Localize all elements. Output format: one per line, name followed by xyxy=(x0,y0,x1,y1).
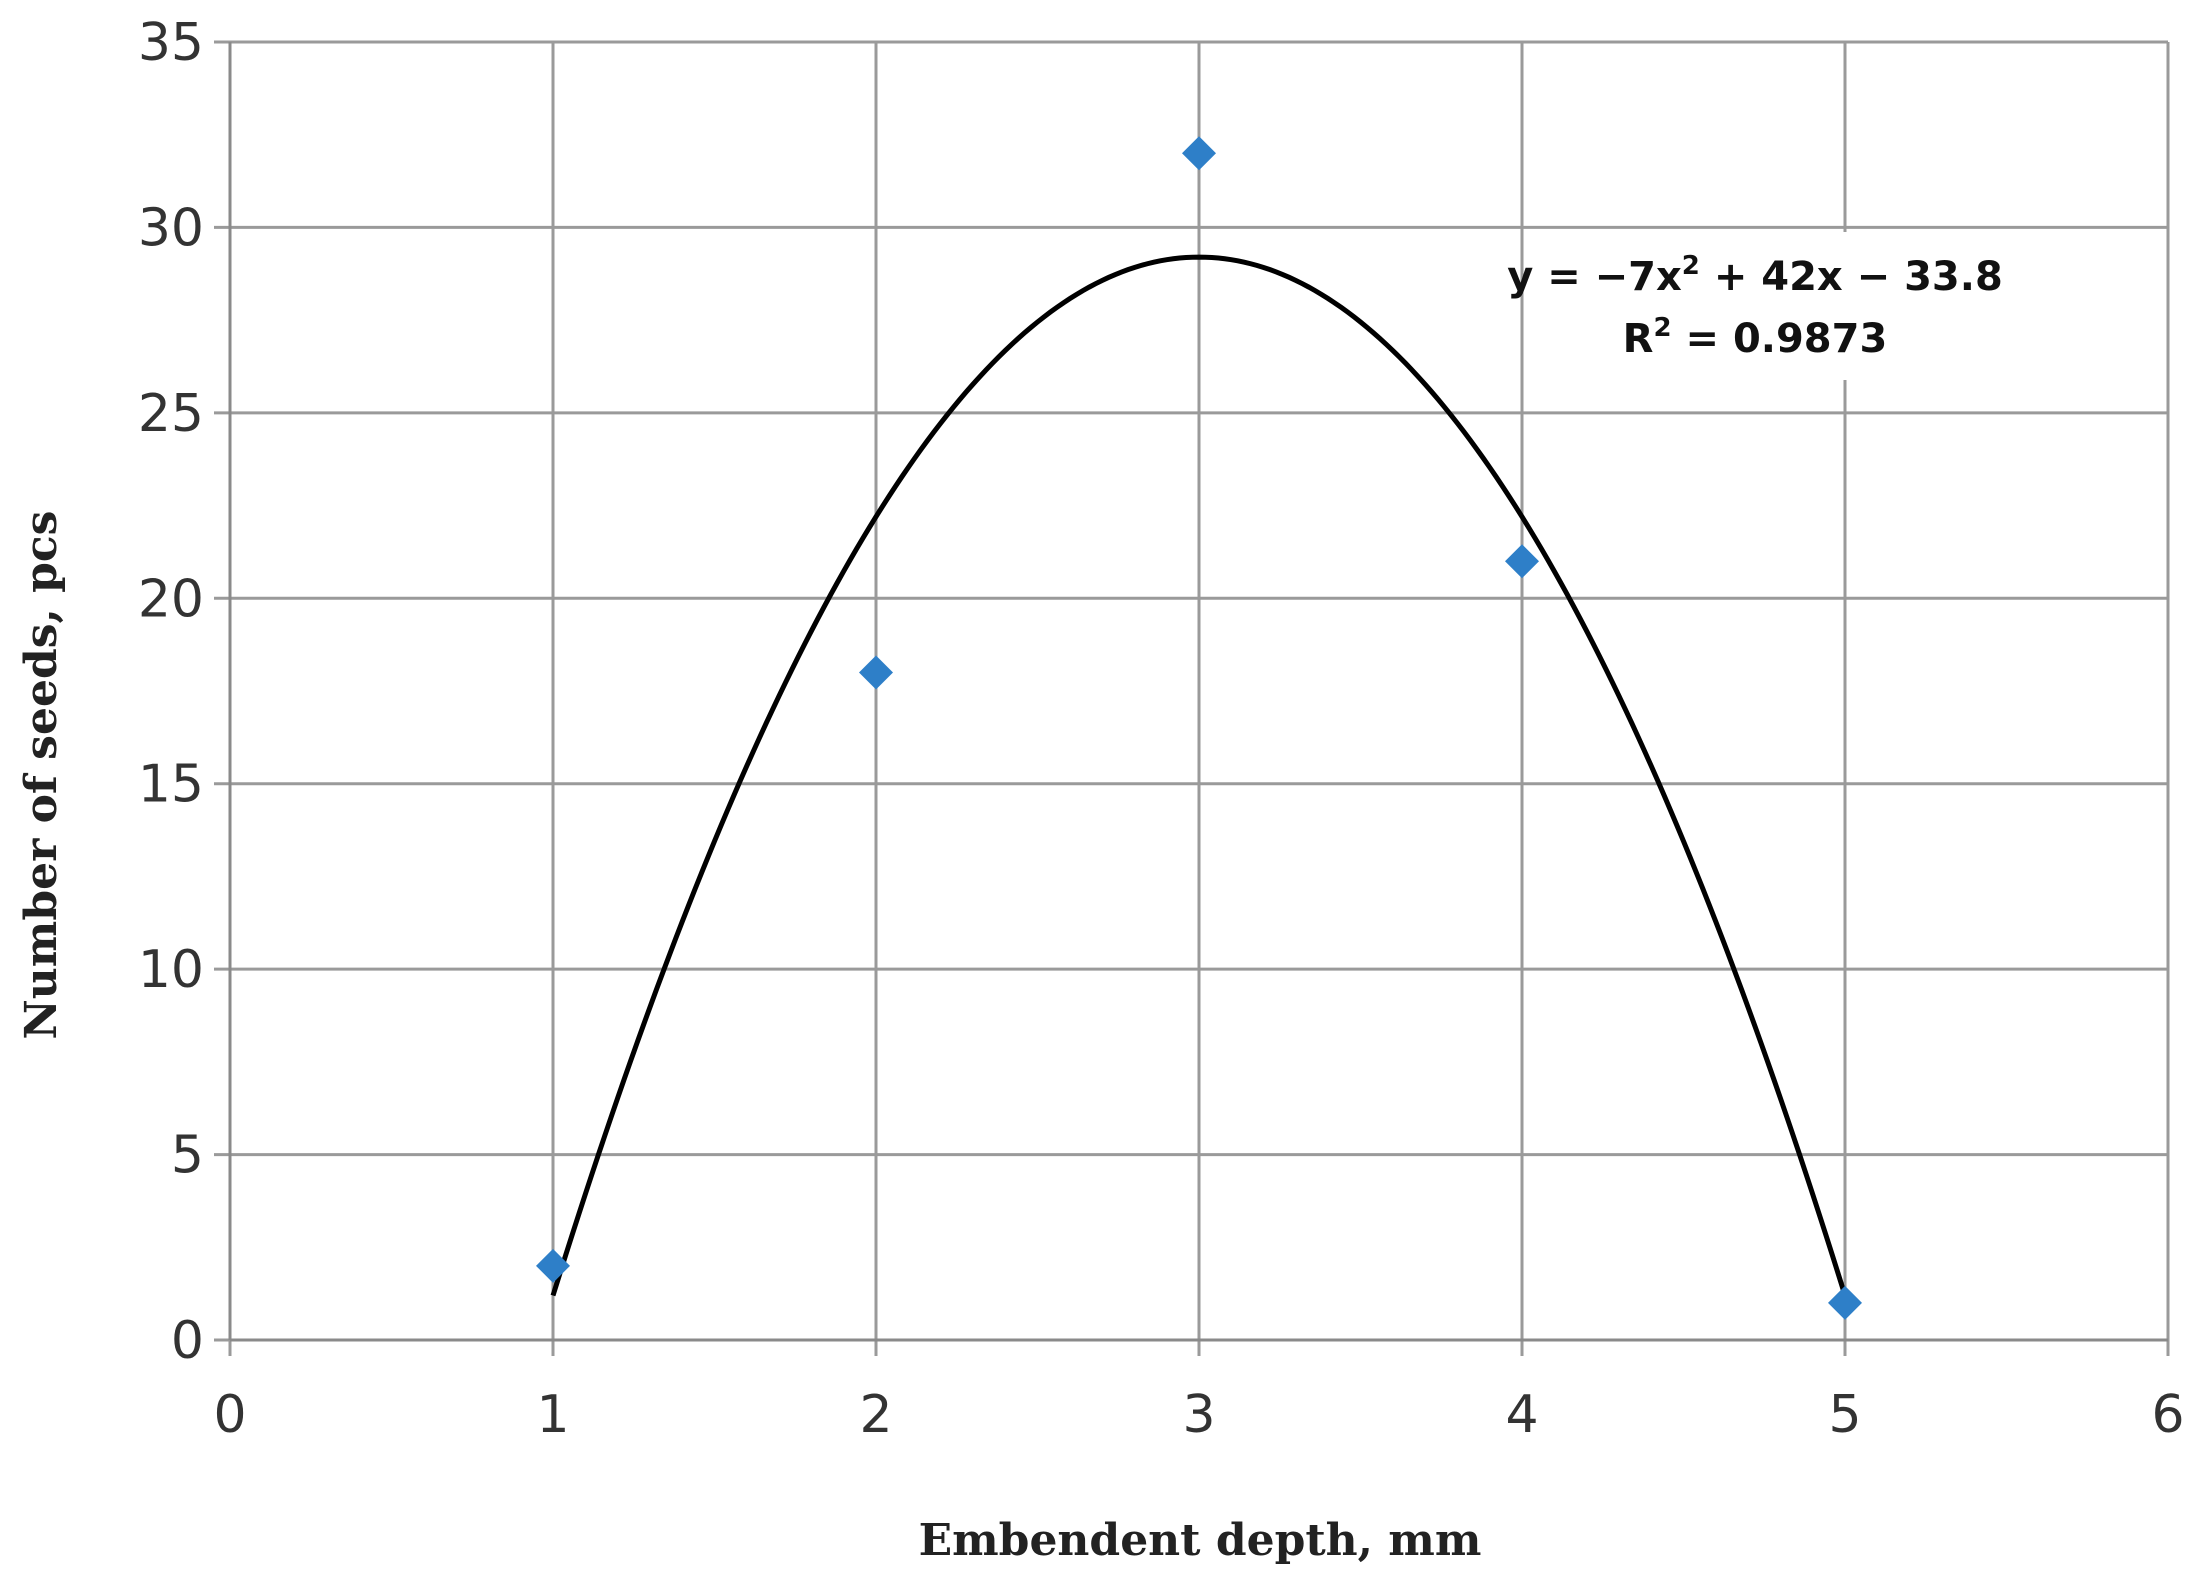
x-axis-title: Embendent depth, mm xyxy=(919,1515,1482,1566)
r-squared-value: R2 = 0.9873 xyxy=(1623,313,1888,362)
annotation-background xyxy=(1525,232,1987,380)
x-tick-label: 6 xyxy=(2151,1385,2184,1445)
x-tick-label: 0 xyxy=(213,1385,246,1445)
x-tick-label: 4 xyxy=(1505,1385,1538,1445)
data-point xyxy=(1828,1285,1862,1320)
grid xyxy=(214,40,2170,1356)
x-tick-label: 3 xyxy=(1182,1385,1215,1445)
tick-labels: 0 5 10 15 20 25 30 35 0 1 2 3 4 5 6 xyxy=(138,13,2185,1445)
axes xyxy=(228,42,2168,1342)
x-tick-label: 5 xyxy=(1828,1385,1861,1445)
y-tick-label: 20 xyxy=(138,569,204,629)
data-point xyxy=(536,1248,570,1283)
y-tick-label: 30 xyxy=(138,198,204,258)
x-tick-label: 2 xyxy=(859,1385,892,1445)
trendline-equation: y = −7x2 + 42x − 33.8 xyxy=(1507,251,2003,300)
trendline-equation-annotation: y = −7x2 + 42x − 33.8 R2 = 0.9873 xyxy=(1507,251,2003,362)
data-point xyxy=(1182,136,1216,171)
data-point xyxy=(1505,544,1539,579)
trendline-curve xyxy=(550,254,1848,1297)
y-tick-label: 10 xyxy=(138,940,204,1000)
data-point xyxy=(859,655,893,690)
trendline-layer xyxy=(550,232,1987,1297)
y-tick-label: 15 xyxy=(138,755,204,815)
y-tick-label: 0 xyxy=(171,1311,204,1371)
y-tick-label: 35 xyxy=(138,13,204,73)
data-points xyxy=(536,136,1862,1320)
y-tick-label: 25 xyxy=(138,384,204,444)
x-tick-label: 1 xyxy=(536,1385,569,1445)
y-axis-title: Number of seeds, pcs xyxy=(16,511,67,1040)
y-tick-label: 5 xyxy=(171,1126,204,1186)
